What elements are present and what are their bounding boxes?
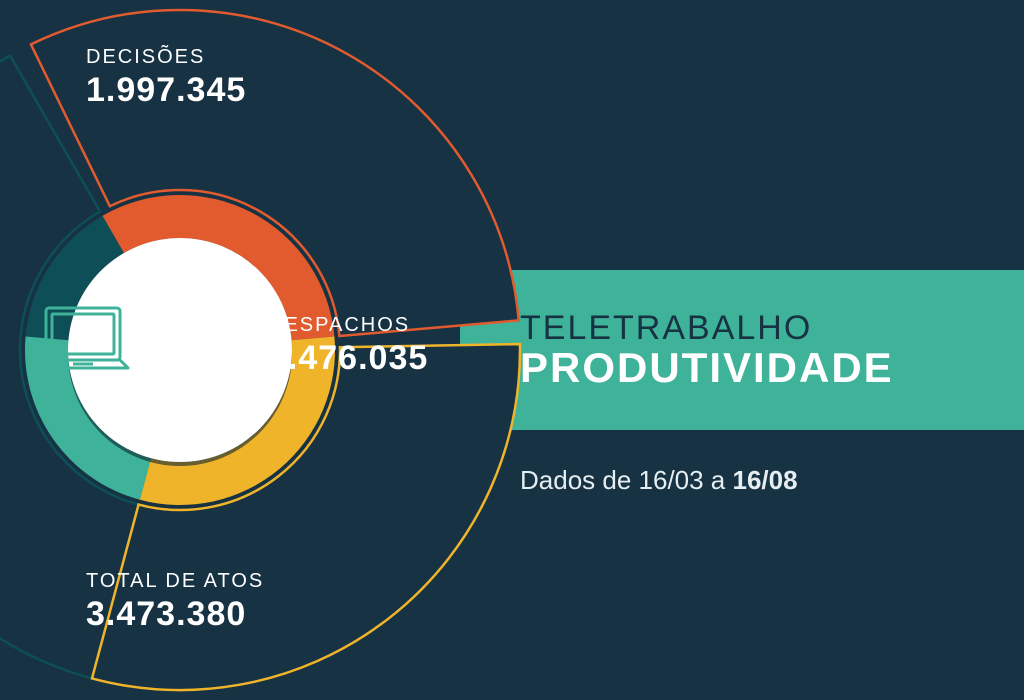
title-line1: TELETRABALHO [520,309,1024,348]
segment-label-text: TOTAL DE ATOS [86,570,264,593]
segment-label-total: TOTAL DE ATOS 3.473.380 [86,570,264,634]
segment-label-text: DESPACHOS [268,314,428,337]
title-line2: PRODUTIVIDADE [520,344,1024,392]
segment-label-text: DECISÕES [86,46,246,69]
infographic-canvas: TELETRABALHO PRODUTIVIDADE Dados de 16/0… [0,0,1024,700]
subtitle: Dados de 16/03 a 16/08 [520,465,798,496]
segment-label-despachos: DESPACHOS 1.476.035 [268,314,428,378]
segment-value-text: 3.473.380 [86,595,264,634]
segment-value-text: 1.476.035 [268,339,428,378]
segment-value-text: 1.997.345 [86,71,246,110]
segment-label-decisoes: DECISÕES 1.997.345 [86,46,246,110]
laptop-icon [28,298,138,398]
subtitle-bold: 16/08 [733,465,798,495]
